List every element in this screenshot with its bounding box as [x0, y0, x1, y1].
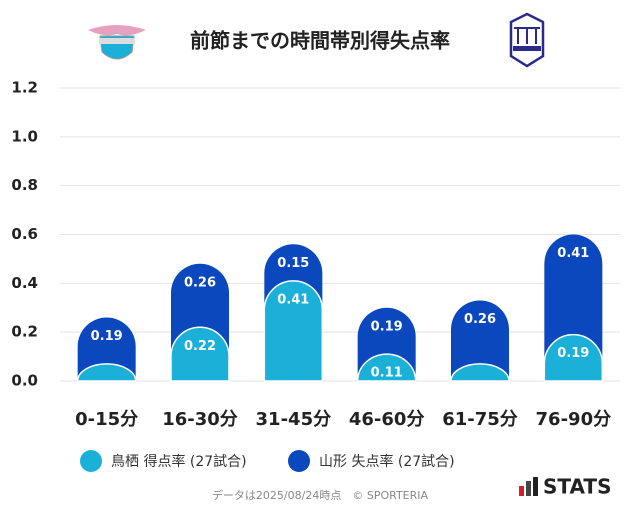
brand-logo: STATS	[519, 475, 611, 499]
data-label: 0.26	[184, 275, 216, 290]
bar-segment	[543, 333, 604, 382]
y-tick-label: 1.0	[11, 127, 38, 145]
home-logo	[88, 25, 146, 60]
bar-segment	[263, 280, 324, 382]
y-tick-label: 0.0	[11, 372, 38, 390]
legend-swatch	[288, 450, 310, 472]
x-tick-label: 61-75分	[442, 409, 518, 430]
data-label: 0.22	[184, 339, 216, 354]
bar-segment	[450, 363, 510, 382]
bar-segment	[356, 353, 417, 382]
data-label: 0.41	[277, 292, 309, 307]
footer: データは2025/08/24時点 © SPORTERIA	[212, 488, 429, 502]
y-tick-label: 0.4	[11, 274, 38, 292]
data-label: 0.19	[371, 319, 403, 334]
legend-label: 鳥栖 得点率 (27試合)	[111, 453, 247, 470]
away-logo	[509, 12, 545, 68]
bar-segment	[77, 317, 136, 381]
y-tick-label: 0.6	[11, 225, 38, 243]
chart-title: 前節までの時間帯別得失点率	[190, 29, 450, 53]
legend-swatch	[80, 450, 102, 472]
legend: 鳥栖 得点率 (27試合) 山形 失点率 (27試合)	[80, 450, 455, 472]
bar-segment	[170, 326, 230, 382]
x-tick-label: 0-15分	[75, 409, 138, 430]
bar-segment	[76, 363, 137, 382]
data-label: 0.11	[371, 366, 403, 381]
x-tick-label: 16-30分	[162, 409, 238, 430]
x-tick-label: 46-60分	[349, 409, 425, 430]
y-tick-label: 1.2	[11, 79, 38, 97]
bar-segment	[451, 300, 509, 381]
data-label: 0.15	[277, 256, 309, 271]
legend-label: 山形 失点率 (27試合)	[319, 453, 455, 470]
data-label: 0.19	[91, 329, 123, 344]
data-label: 0.19	[557, 346, 589, 361]
data-label: 0.26	[464, 312, 496, 327]
y-tick-label: 0.2	[11, 323, 38, 341]
x-tick-label: 76-90分	[536, 409, 612, 430]
x-tick-label: 31-45分	[256, 409, 332, 430]
brand: STATS	[543, 475, 611, 499]
y-tick-label: 0.8	[11, 176, 38, 194]
data-label: 0.41	[557, 246, 589, 261]
